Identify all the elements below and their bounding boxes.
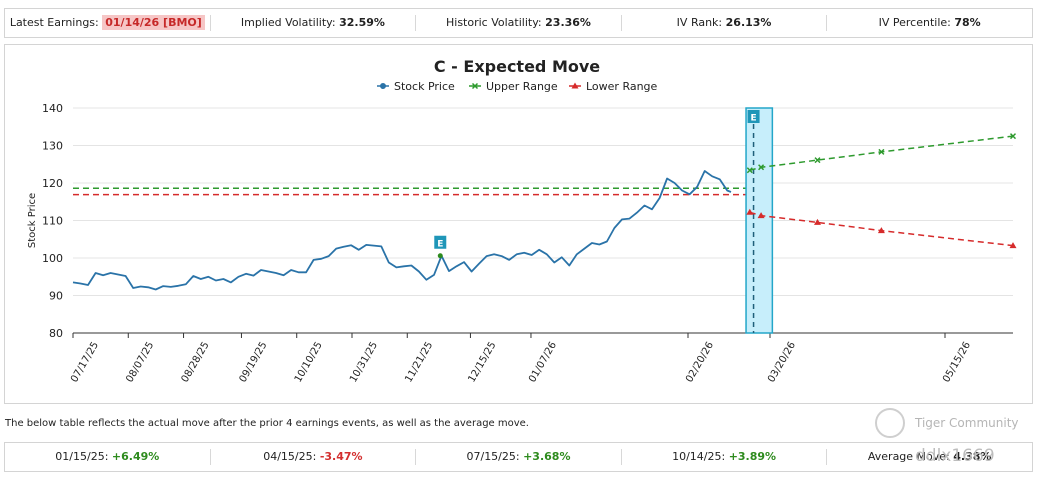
y-tick-label: 80 [49,327,63,340]
y-tick-label: 110 [42,215,63,228]
upcoming-earnings-marker [747,110,760,123]
lower-range-point [1009,242,1017,249]
x-tick-label: 05/15/26 [941,340,973,384]
legend-marker-0 [380,83,386,89]
move-cell-3: 07/15/25: +3.68% [416,449,622,465]
upper-range-point [814,157,821,164]
legend-label-0: Stock Price [394,80,455,93]
average-move: Average Move: 4.38% [867,450,992,463]
expected-move-chart: C - Expected Move Stock Price Upper Range L… [4,44,1033,404]
legend-label-2: Lower Range [586,80,658,93]
x-tick-label: 07/17/25 [69,340,101,384]
legend-marker-2 [571,82,579,89]
x-tick-label: 09/19/25 [238,340,270,384]
x-tick-label: 02/20/26 [684,340,716,384]
move-cell-1: 01/15/25: +6.49% [5,449,211,465]
y-tick-label: 130 [42,140,63,153]
x-tick-label: 01/07/26 [527,340,559,384]
legend-label-1: Upper Range [486,80,558,93]
legend-marker-1 [471,82,479,90]
chart-title: C - Expected Move [434,57,600,76]
y-tick-label: 100 [42,252,63,265]
table-note: The below table reflects the actual move… [5,418,529,429]
latest-earnings: Latest Earnings: 01/14/26 [BMO] [5,15,211,31]
upper-range-point [878,148,885,155]
upcoming-earnings-label: E [750,114,756,124]
lower-range-point [877,227,885,234]
moves-bar: 01/15/25: +6.49% 04/15/25: -3.47% 07/15/… [4,442,1033,472]
past-earnings-label: E [437,239,443,249]
x-tick-label: 08/07/25 [124,340,156,384]
upper-range-point [746,167,753,174]
implied-volatility: Implied Volatility: 32.59% [211,15,417,31]
stock-price-series [72,170,732,291]
move-cell-2: 04/15/25: -3.47% [211,449,417,465]
y-tick-label: 140 [42,102,63,115]
lower-range-point [813,218,821,225]
iv-rank: IV Rank: 26.13% [622,15,828,31]
y-axis-label: Stock Price [27,193,38,248]
iv-percentile: IV Percentile: 78% [878,16,981,29]
upper-range-series [749,135,1014,172]
lower-range-point [746,208,754,215]
x-tick-label: 12/15/25 [467,340,499,384]
x-tick-label: 10/10/25 [293,340,325,384]
tiger-logo-icon [875,408,905,438]
y-tick-label: 90 [49,290,63,303]
earnings-date-badge: 01/14/26 [BMO] [102,15,205,30]
past-earnings-point [437,253,443,259]
historic-volatility: Historic Volatility: 23.36% [416,15,622,31]
move-cell-4: 10/14/25: +3.89% [622,449,828,465]
x-tick-label: 11/21/25 [403,340,435,384]
upper-range-point [758,164,765,171]
lower-range-point [757,212,765,219]
upper-range-point [1009,133,1017,140]
earnings-window-band [745,107,774,334]
y-tick-label: 120 [42,177,63,190]
past-earnings-marker [434,235,447,249]
x-tick-label: 03/20/26 [766,340,798,384]
x-tick-label: 10/31/25 [348,340,380,384]
tiger-community-watermark: Tiger Community ddlx1669 [875,406,1035,472]
chart-svg: C - Expected Move Stock Price Upper Range L… [27,57,1017,385]
x-tick-label: 08/28/25 [180,340,212,384]
stats-bar: Latest Earnings: 01/14/26 [BMO] Implied … [4,8,1033,38]
